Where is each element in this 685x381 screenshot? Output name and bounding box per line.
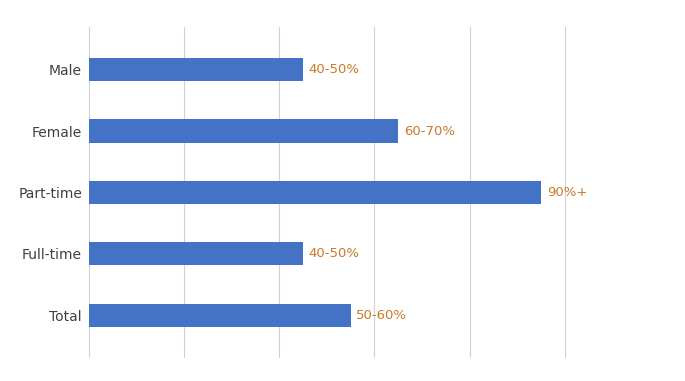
Text: 40-50%: 40-50%	[309, 63, 360, 76]
Text: 50-60%: 50-60%	[356, 309, 408, 322]
Text: 40-50%: 40-50%	[309, 247, 360, 260]
Text: 90%+: 90%+	[547, 186, 587, 199]
Text: 60-70%: 60-70%	[404, 125, 455, 138]
Bar	[89, 58, 303, 81]
Bar	[89, 304, 351, 327]
Bar	[89, 242, 303, 266]
Bar	[89, 119, 398, 142]
Bar	[89, 181, 541, 204]
